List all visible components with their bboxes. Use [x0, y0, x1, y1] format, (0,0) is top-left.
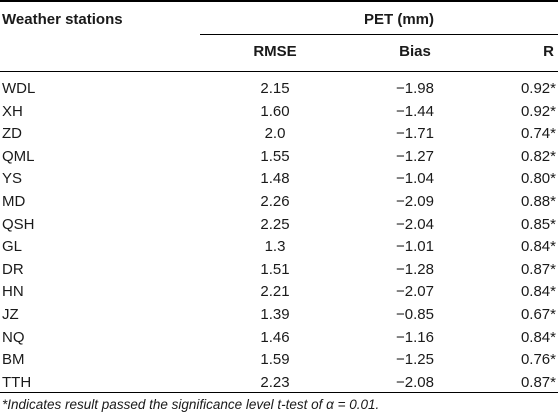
bias-cell: −2.08 [396, 373, 434, 391]
r-cell: 0.67* [520, 305, 556, 323]
bias-cell: −1.98 [396, 80, 434, 97]
table-row: JZ 1.39 −0.85 0.67* [0, 303, 558, 326]
rmse-cell: 2.21 [260, 283, 290, 301]
table-row: ZD 2.0 −1.71 0.74* [0, 122, 558, 145]
station-cell: QML [2, 147, 35, 165]
bias-cell: −1.27 [396, 147, 434, 165]
rmse-cell: 1.59 [260, 351, 290, 369]
rmse-cell: 2.0 [264, 125, 286, 143]
table-row: WDL 2.15 −1.98 0.92* [0, 77, 558, 100]
rmse-cell: 1.3 [264, 238, 286, 256]
station-cell: TTH [2, 373, 32, 391]
r-cell: 0.85* [520, 215, 556, 233]
bias-cell: −1.25 [396, 351, 434, 369]
table-row: YS 1.48 −1.04 0.80* [0, 167, 558, 190]
table-row: MD 2.26 −2.09 0.88* [0, 190, 558, 213]
bias-cell: −1.44 [396, 102, 434, 120]
station-cell: WDL [2, 80, 36, 97]
group-header-rule [200, 34, 558, 35]
rmse-cell: 1.51 [260, 260, 290, 278]
station-cell: XH [2, 102, 23, 120]
header-pet-group: PET (mm) [363, 11, 434, 28]
station-cell: NQ [2, 328, 25, 346]
rmse-cell: 2.25 [260, 215, 290, 233]
rmse-cell: 1.48 [260, 170, 290, 188]
station-cell: DR [2, 260, 24, 278]
r-cell: 0.84* [520, 238, 556, 256]
r-cell: 0.74* [520, 125, 556, 143]
rmse-cell: 2.26 [260, 192, 290, 210]
r-cell: 0.87* [520, 373, 556, 391]
rmse-cell: 1.46 [260, 328, 290, 346]
station-cell: BM [2, 351, 25, 369]
station-cell: YS [2, 170, 23, 188]
table-row: NQ 1.46 −1.16 0.84* [0, 326, 558, 349]
table-bottom-rule [0, 392, 558, 393]
station-cell: JZ [2, 305, 19, 323]
bias-cell: −1.16 [396, 328, 434, 346]
header-bottom-rule [0, 71, 558, 72]
r-cell: 0.76* [520, 351, 556, 369]
bias-cell: −0.85 [396, 305, 434, 323]
rmse-cell: 2.15 [260, 80, 290, 97]
table-row: DR 1.51 −1.28 0.87* [0, 258, 558, 281]
table-row: HN 2.21 −2.07 0.84* [0, 280, 558, 303]
header-bias: Bias [399, 43, 431, 60]
bias-cell: −1.01 [396, 238, 434, 256]
r-cell: 0.84* [520, 328, 556, 346]
rmse-cell: 1.60 [260, 102, 290, 120]
bias-cell: −2.07 [396, 283, 434, 301]
table-row: GL 1.3 −1.01 0.84* [0, 235, 558, 258]
bias-cell: −1.04 [396, 170, 434, 188]
table-row: QSH 2.25 −2.04 0.85* [0, 213, 558, 236]
r-cell: 0.82* [520, 147, 556, 165]
r-cell: 0.84* [520, 283, 556, 301]
table-row: QML 1.55 −1.27 0.82* [0, 145, 558, 168]
bias-cell: −2.04 [396, 215, 434, 233]
table-footnote: *Indicates result passed the significanc… [2, 397, 380, 412]
rmse-cell: 1.39 [260, 305, 290, 323]
bias-cell: −1.71 [396, 125, 434, 143]
header-r: R [543, 43, 554, 60]
station-cell: ZD [2, 125, 22, 143]
station-cell: GL [2, 238, 23, 256]
table-header-group-row: Weather stations PET (mm) [0, 0, 558, 36]
r-cell: 0.88* [520, 192, 556, 210]
r-cell: 0.92* [520, 80, 556, 97]
header-weather-stations: Weather stations [2, 11, 123, 28]
table-row: TTH 2.23 −2.08 0.87* [0, 371, 558, 394]
table-header-column-row: RMSE Bias R [0, 35, 558, 71]
station-cell: MD [2, 192, 26, 210]
r-cell: 0.92* [520, 102, 556, 120]
station-cell: QSH [2, 215, 35, 233]
table-body: WDL 2.15 −1.98 0.92* XH 1.60 −1.44 0.92* ZD 2.0 −1… [0, 77, 558, 393]
r-cell: 0.80* [520, 170, 556, 188]
r-cell: 0.87* [520, 260, 556, 278]
header-rmse: RMSE [253, 43, 297, 60]
bias-cell: −1.28 [396, 260, 434, 278]
bias-cell: −2.09 [396, 192, 434, 210]
table-row: BM 1.59 −1.25 0.76* [0, 348, 558, 371]
table-row: XH 1.60 −1.44 0.92* [0, 100, 558, 123]
rmse-cell: 2.23 [260, 373, 290, 391]
station-cell: HN [2, 283, 24, 301]
rmse-cell: 1.55 [260, 147, 290, 165]
